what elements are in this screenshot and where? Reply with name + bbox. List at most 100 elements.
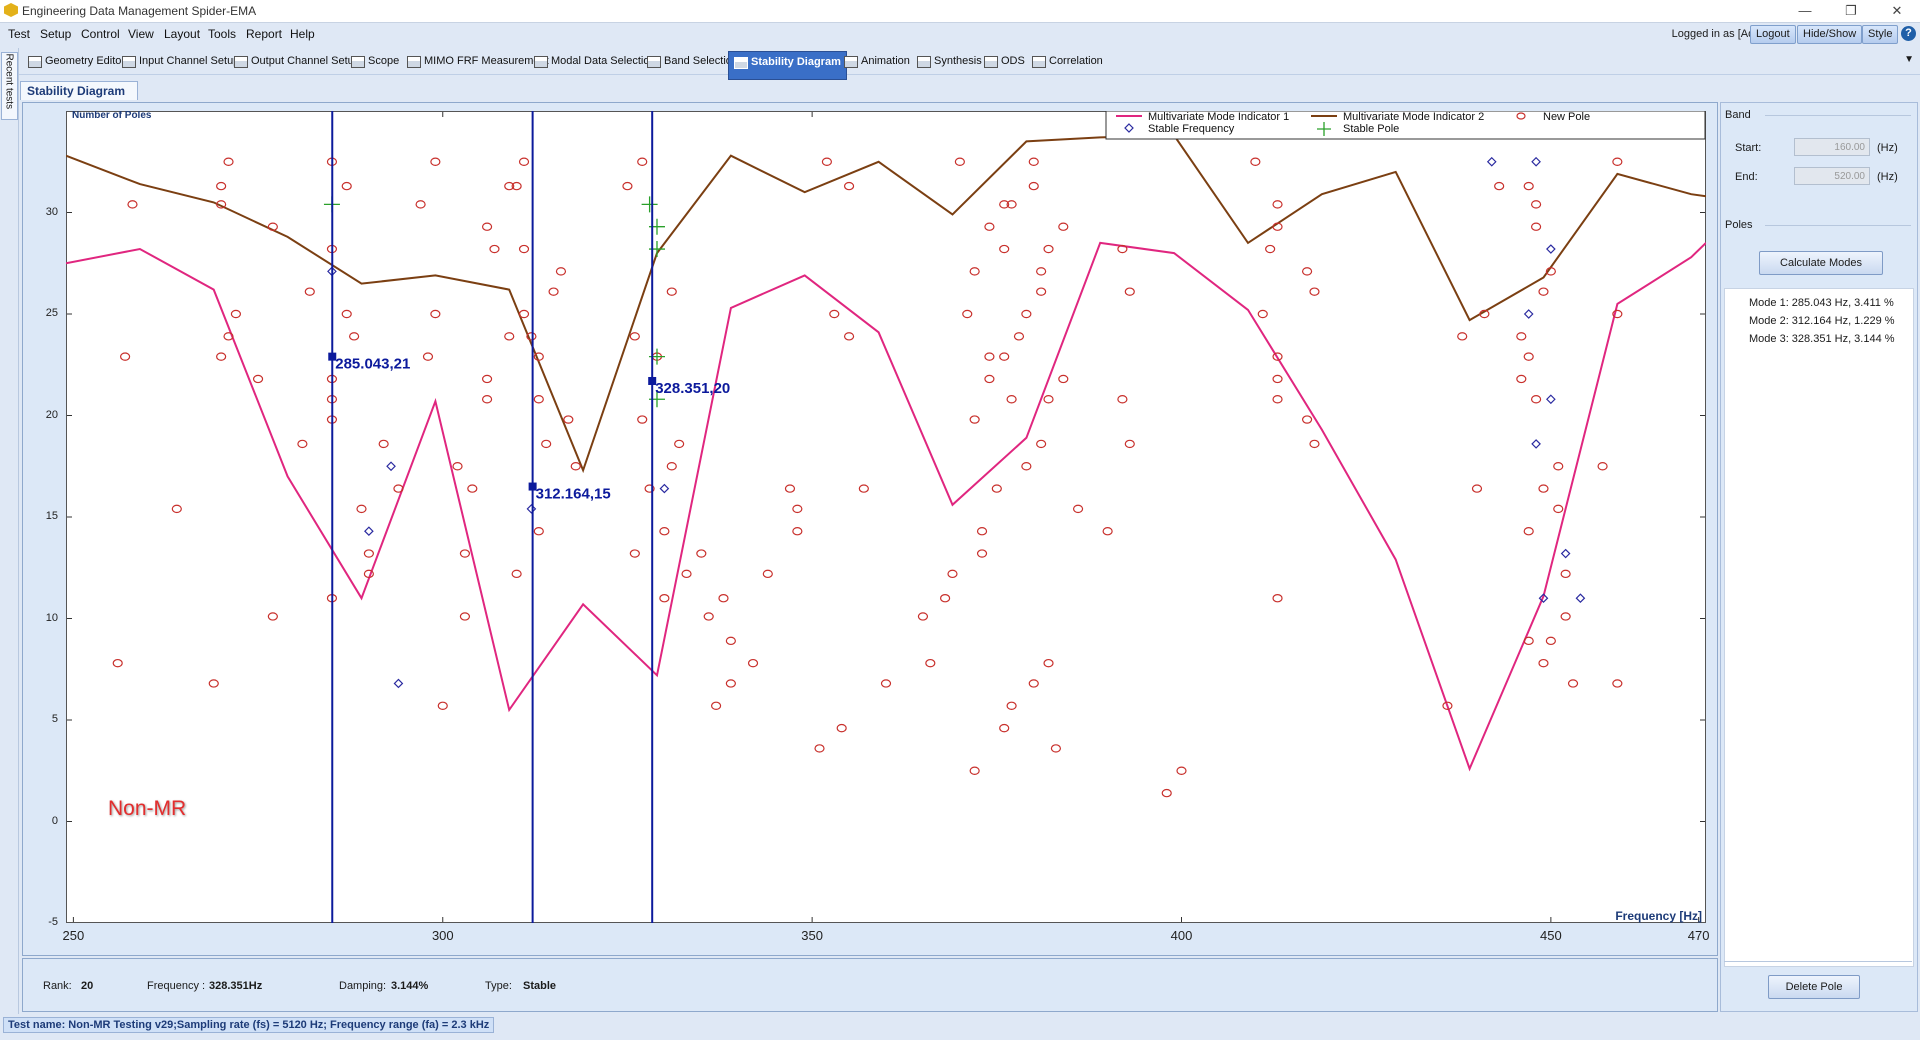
new-pole-marker [518,244,530,254]
tab-label: Synthesis [934,55,982,67]
legend-label: Multivariate Mode Indicator 2 [1343,111,1484,123]
mmif-2-line [66,134,1706,474]
new-pole-marker [526,332,537,341]
menu-help[interactable]: Help [290,27,315,41]
new-pole-marker [1457,332,1468,341]
tab-scope[interactable]: Scope [346,51,404,71]
document-tab-stability-diagram[interactable]: Stability Diagram [20,81,139,100]
stability-chart[interactable]: 285.043,21 312.164,15 328.351,20 Multivari… [66,111,1706,923]
rank-label: Rank: [43,980,72,992]
frequency-value: 328.351Hz [209,980,263,992]
hide-show-button[interactable]: Hide/Show [1797,25,1863,44]
new-pole-marker [969,267,980,276]
new-pole-marker [718,594,729,603]
menu-test[interactable]: Test [8,27,31,41]
logout-button[interactable]: Logout [1750,25,1796,44]
new-pole-marker [637,157,648,166]
tab-label: Animation [861,55,910,67]
stable-frequency-marker [659,483,670,494]
animation-icon [844,56,858,68]
mode-list[interactable]: Mode 1: 285.043 Hz, 3.411 % Mode 2: 312.… [1724,288,1914,967]
toolbar-overflow-icon[interactable]: ▼ [1904,54,1914,65]
tab-animation[interactable]: Animation [839,51,915,71]
new-pole-marker [644,484,655,493]
new-pole-marker [1021,309,1032,319]
menu-tools[interactable]: Tools [208,27,237,41]
tab-ods[interactable]: ODS [979,51,1030,71]
new-pole-marker [1124,287,1135,296]
footer-bar: Test name: Non-MR Testing v29;Sampling r… [0,1014,1920,1040]
list-item[interactable]: Mode 1: 285.043 Hz, 3.411 % [1749,297,1894,309]
mimo-frf-icon [407,56,421,68]
new-pole-marker [208,679,219,688]
close-icon[interactable]: ✕ [1891,3,1903,18]
menu-report[interactable]: Report [246,27,283,41]
band-end-input[interactable]: 520.00 [1794,167,1870,185]
list-item[interactable]: Mode 2: 312.164 Hz, 1.229 % [1749,315,1895,327]
new-pole-marker [1612,157,1623,166]
list-item[interactable]: Mode 3: 328.351 Hz, 3.144 % [1749,333,1895,345]
legend-box [1105,111,1706,140]
new-pole-marker [1117,395,1128,404]
y-tick-label-left: 10 [45,611,58,624]
cursor-marker [328,352,337,361]
new-pole-marker [1028,181,1039,191]
new-pole-marker [481,222,493,231]
cursor-label: 312.164,15 [536,486,611,503]
menu-setup[interactable]: Setup [40,27,72,41]
tab-correlation[interactable]: Correlation [1027,51,1108,71]
tab-output-channel-setup[interactable]: Output Channel Setup [229,51,365,71]
help-icon[interactable]: ? [1901,26,1916,41]
new-pole-marker [1545,636,1556,646]
damping-value: 3.144% [391,980,429,992]
new-pole-marker [1538,484,1549,493]
tab-synthesis[interactable]: Synthesis [912,51,987,71]
new-pole-marker [969,415,980,424]
new-pole-marker [230,309,242,319]
tab-label: Geometry Editor [45,55,126,67]
band-start-unit: (Hz) [1877,142,1898,154]
poles-section-title: Poles [1725,219,1753,231]
menu-control[interactable]: Control [81,27,120,41]
new-pole-marker [637,415,648,424]
new-pole-marker [171,504,182,514]
x-tick-label: 450 [1540,928,1562,943]
recent-tests-tab[interactable]: Recent tests [1,52,18,120]
minimize-icon[interactable]: — [1798,3,1812,18]
tab-geometry-editor[interactable]: Geometry Editor [23,51,130,71]
new-pole-marker [792,527,803,536]
new-pole-marker [984,352,995,361]
band-start-input[interactable]: 160.00 [1794,138,1870,156]
new-pole-marker [814,744,825,753]
tab-band-selection[interactable]: Band Selection [642,51,743,71]
style-button[interactable]: Style [1862,25,1899,44]
new-pole-marker [541,439,552,449]
delete-pole-button[interactable]: Delete Pole [1768,975,1860,999]
new-pole-marker [1530,200,1542,209]
new-pole-marker [747,658,759,668]
new-pole-marker [984,374,995,384]
menu-view[interactable]: View [128,27,154,41]
restore-icon[interactable]: ❐ [1845,3,1857,18]
new-pole-marker [659,594,670,603]
tab-mimo-frf-measurement[interactable]: MIMO FRF Measurement [402,51,554,71]
new-pole-marker [1553,462,1564,471]
new-pole-marker [223,332,234,341]
tab-label: ODS [1001,55,1025,67]
calculate-modes-button[interactable]: Calculate Modes [1759,251,1883,275]
tab-label: Scope [368,55,400,67]
y-tick-label-left: 25 [45,307,58,319]
new-pole-marker [1516,374,1527,384]
menu-layout[interactable]: Layout [164,27,201,41]
tab-modal-data-selection[interactable]: Modal Data Selection [529,51,661,71]
poles-divider [1765,225,1911,226]
new-pole-marker [999,723,1010,733]
tab-input-channel-setup[interactable]: Input Channel Setup [117,51,244,71]
new-pole-marker [252,374,264,384]
new-pole-marker [216,352,227,361]
new-pole-marker [917,612,929,621]
new-pole-marker [1028,157,1039,166]
stable-frequency-marker [364,526,374,537]
new-pole-marker [1257,309,1268,319]
tab-stability-diagram[interactable]: Stability Diagram [728,51,847,80]
